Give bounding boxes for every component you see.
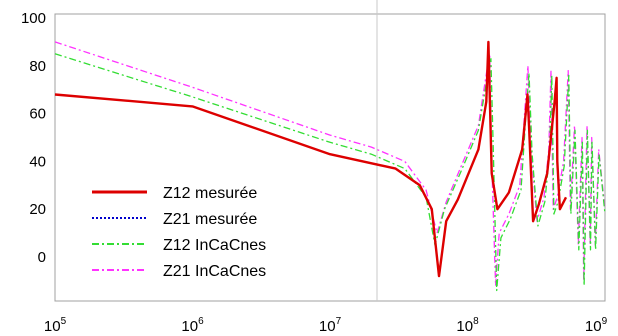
y-tick-label: 60 [29,106,46,123]
legend-label: Z12 InCaCnes [163,237,266,254]
y-tick-label: 0 [38,249,46,266]
x-axis: 105 106 107 108 109 [44,316,608,335]
series-line-z12-incacnes [54,53,606,292]
y-axis: 0 20 40 60 80 100 [21,10,46,266]
series-line-z12-mesur-e [54,40,568,278]
series-layer [54,40,606,292]
legend-label: Z21 InCaCnes [163,263,266,280]
legend-label: Z12 mesurée [163,185,257,202]
x-tick-label: 105 [44,316,67,335]
legend: Z12 mesurée Z21 mesurée Z12 InCaCnes Z21 In… [92,185,266,280]
y-tick-label: 20 [29,201,46,218]
x-tick-label: 106 [181,316,204,335]
x-tick-label: 107 [319,316,342,335]
y-tick-label: 80 [29,58,46,75]
legend-label: Z21 mesurée [163,211,257,228]
x-tick-label: 108 [456,316,479,335]
x-tick-label: 109 [585,316,608,335]
y-tick-label: 40 [29,153,46,170]
plot-area [54,13,606,302]
y-tick-label: 100 [21,10,46,27]
